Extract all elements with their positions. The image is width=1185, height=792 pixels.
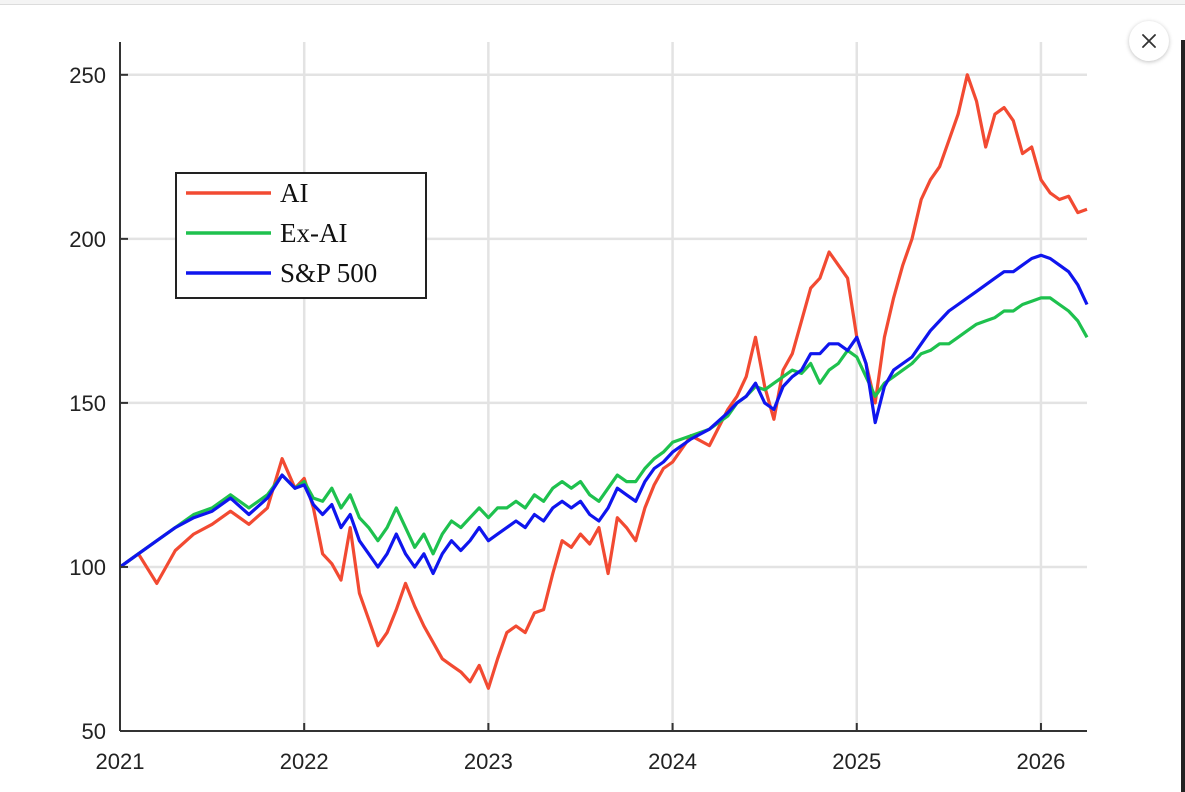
y-tick-label: 100 <box>69 555 106 580</box>
window-right-edge <box>1181 40 1185 792</box>
x-tick-label: 2025 <box>832 749 881 774</box>
legend-label: S&P 500 <box>280 258 377 288</box>
series-line-ai <box>119 73 1088 690</box>
y-tick-label: 200 <box>69 227 106 252</box>
series-lines <box>119 73 1089 690</box>
axes <box>119 42 1087 732</box>
close-icon <box>1142 34 1156 48</box>
x-tick-label: 2026 <box>1016 749 1065 774</box>
x-tick-label: 2022 <box>280 749 329 774</box>
legend: AI Ex-AI S&P 500 <box>175 172 427 299</box>
close-button[interactable] <box>1129 21 1169 61</box>
x-tick-label: 2021 <box>96 749 145 774</box>
y-tick-label: 150 <box>69 391 106 416</box>
grid <box>120 42 1087 731</box>
series-line-s-p-500 <box>119 253 1089 576</box>
y-tick-label: 50 <box>82 719 106 744</box>
x-axis-ticks: 2021 2022 2023 2024 2025 2026 <box>96 723 1065 774</box>
series-line-ex-ai <box>119 296 1089 569</box>
y-tick-label: 250 <box>69 63 106 88</box>
y-axis-ticks: 50 100 150 200 250 <box>69 63 128 744</box>
window-top-border <box>0 0 1185 5</box>
legend-label: AI <box>280 178 309 208</box>
x-tick-label: 2024 <box>648 749 697 774</box>
x-tick-label: 2023 <box>464 749 513 774</box>
legend-label: Ex-AI <box>280 218 347 248</box>
